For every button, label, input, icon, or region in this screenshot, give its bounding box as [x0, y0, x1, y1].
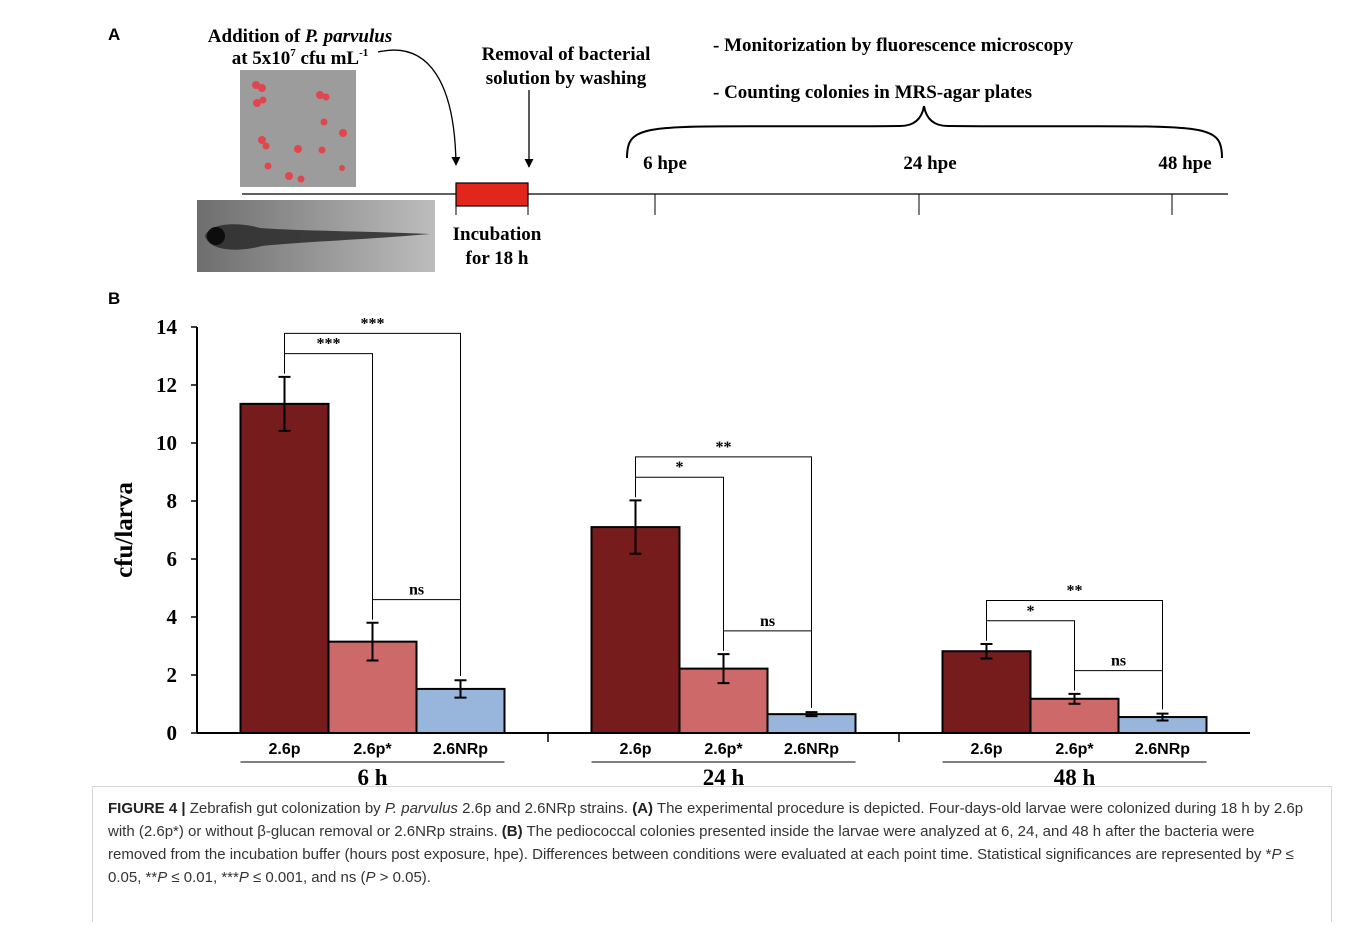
method-text: - Monitorization by fluorescence microsc… [713, 35, 1074, 56]
bar-label: 2.6p [619, 741, 651, 758]
y-tick-label: 2 [167, 663, 178, 687]
significance-label: ns [1111, 653, 1126, 670]
caption-text: 2.6p and 2.6NRp strains. [457, 800, 633, 817]
bar-label: 2.6p* [353, 741, 392, 758]
significance-label: ns [409, 582, 424, 599]
significance-bracket [284, 353, 373, 619]
text: at 5x10 [232, 48, 291, 69]
significance-bracket [1074, 670, 1163, 710]
error-bar [1068, 692, 1081, 705]
y-tick-label: 4 [167, 605, 178, 629]
y-axis-label: cfu/larva [111, 482, 138, 578]
significance-label: * [1027, 603, 1035, 620]
addition-text: at 5x107 cfu mL-1 [232, 47, 369, 69]
y-tick-label: 12 [156, 373, 177, 397]
error-bar [366, 621, 379, 662]
text: cfu mL [296, 48, 359, 69]
x-tick-label: 6 h [357, 765, 387, 786]
error-bar [278, 375, 291, 432]
arrow [377, 49, 461, 166]
caption-text: P [365, 869, 376, 886]
bacteria [252, 81, 347, 183]
significance-label: *** [361, 315, 385, 332]
caption-text: (B) [501, 823, 523, 840]
timepoint: 24 hpe [903, 153, 956, 174]
caption-text: (A) [632, 800, 654, 817]
bar-label: 2.6p* [1055, 741, 1094, 758]
caption-text: P [1271, 846, 1282, 863]
text: -1 [359, 47, 368, 59]
y-tick-label: 0 [167, 721, 178, 745]
x-tick-label: 48 h [1054, 765, 1096, 786]
text: P. parvulus [304, 26, 392, 47]
significance-bracket [986, 599, 1163, 710]
significance-bracket [635, 476, 724, 650]
caption-text: > 0.05). [375, 869, 431, 886]
y-tick-label: 14 [156, 315, 178, 339]
caption-text: The experimental procedure is depicted. … [108, 800, 1304, 840]
method-text: - Counting colonies in MRS-agar plates [713, 82, 1032, 103]
error-bar [717, 653, 730, 685]
removal-text: Removal of bacterial [482, 44, 651, 65]
significance-bracket [635, 456, 812, 708]
error-bar [454, 679, 467, 699]
timepoint: 48 hpe [1158, 153, 1211, 174]
text: Addition of [208, 26, 301, 47]
caption-text: FIGURE 4 | [108, 800, 186, 817]
error-bar [1156, 712, 1169, 722]
bar [239, 402, 330, 734]
caption-text: P [157, 869, 168, 886]
caption-text: Zebrafish gut colonization by [185, 800, 385, 817]
incubation-text: Incubation [453, 224, 542, 245]
bar-label: 2.6NRp [1135, 741, 1190, 758]
diagram: Addition of P. parvulus at 5x107 cfu mL-… [197, 26, 1228, 272]
caption: FIGURE 4 | Zebrafish gut colonization by… [92, 786, 1332, 922]
bar-label: 2.6NRp [784, 741, 839, 758]
significance-label: * [676, 459, 684, 476]
bar-label: 2.6p [970, 741, 1002, 758]
significance-label: ns [760, 613, 775, 630]
caption-text: P. parvulus [384, 800, 458, 817]
panel-label: B [108, 289, 120, 308]
bar-label: 2.6NRp [433, 741, 488, 758]
error-bar [629, 499, 642, 555]
removal-text: solution by washing [486, 68, 647, 89]
error-bar [980, 642, 993, 660]
addition-text: Addition of P. parvulus [208, 26, 392, 47]
caption-text: The pediococcal colonies presented insid… [108, 823, 1272, 863]
incubation-box [455, 182, 529, 207]
x-tick-label: 24 h [703, 765, 745, 786]
caption-text: ≤ 0.05, ** [108, 846, 1294, 886]
bar [941, 650, 1032, 734]
y-tick-label: 6 [167, 547, 178, 571]
significance-label: ** [716, 439, 732, 456]
brace [626, 105, 1223, 159]
figure: A Addition of P. parvulus at 5x107 cfu m… [108, 25, 1250, 786]
panel-label: A [108, 25, 120, 44]
text: 7 [290, 47, 296, 59]
caption-text: ≤ 0.001, and ns ( [248, 869, 366, 886]
bar-label: 2.6p [268, 741, 300, 758]
y-tick-label: 10 [156, 431, 177, 455]
caption-text: P [238, 869, 249, 886]
significance-bracket [723, 630, 812, 708]
y-tick-label: 8 [167, 489, 178, 513]
significance-bracket [372, 599, 461, 676]
timepoint: 6 hpe [643, 153, 687, 174]
significance-bracket [986, 620, 1075, 690]
larva-eye [207, 227, 225, 245]
significance-label: *** [317, 336, 341, 353]
error-bar [805, 711, 818, 718]
bar [590, 526, 681, 734]
larva [205, 224, 430, 250]
incubation-text: for 18 h [466, 248, 529, 269]
caption-text: ≤ 0.01, *** [167, 869, 239, 886]
significance-label: ** [1067, 582, 1083, 599]
bar-label: 2.6p* [704, 741, 743, 758]
significance-bracket [284, 332, 461, 676]
